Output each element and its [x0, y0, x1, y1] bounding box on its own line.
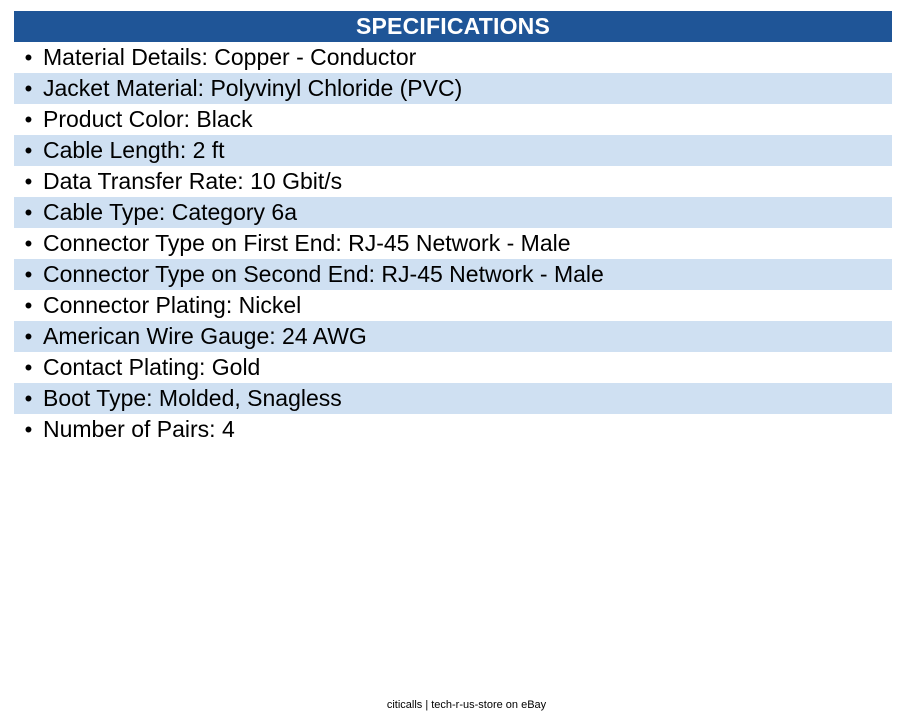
bullet-icon: •: [24, 323, 33, 349]
bullet-icon: •: [24, 106, 33, 132]
spec-row: • Connector Plating: Nickel: [14, 290, 892, 321]
spec-text: Cable Length: 2 ft: [43, 137, 225, 163]
bullet-icon: •: [24, 137, 33, 163]
spec-text: Cable Type: Category 6a: [43, 199, 298, 225]
spec-row: • Material Details: Copper - Conductor: [14, 42, 892, 73]
spec-text: Material Details: Copper - Conductor: [43, 44, 417, 70]
bullet-icon: •: [24, 199, 33, 225]
spec-row: • Product Color: Black: [14, 104, 892, 135]
bullet-icon: •: [24, 385, 33, 411]
spec-row: • Connector Type on First End: RJ-45 Net…: [14, 228, 892, 259]
footer-credit: citicalls | tech-r-us-store on eBay: [386, 699, 547, 711]
bullet-icon: •: [24, 354, 33, 380]
spec-row: • Connector Type on Second End: RJ-45 Ne…: [14, 259, 892, 290]
spec-text: Contact Plating: Gold: [43, 354, 261, 380]
specifications-list: • Material Details: Copper - Conductor •…: [14, 42, 892, 445]
spec-text: Connector Type on Second End: RJ-45 Netw…: [43, 261, 604, 287]
spec-text: Connector Plating: Nickel: [43, 292, 302, 318]
spec-text: Jacket Material: Polyvinyl Chloride (PVC…: [43, 75, 463, 101]
bullet-icon: •: [24, 168, 33, 194]
spec-row: • Cable Length: 2 ft: [14, 135, 892, 166]
spec-text: Product Color: Black: [43, 106, 253, 132]
spec-row: • Data Transfer Rate: 10 Gbit/s: [14, 166, 892, 197]
bullet-icon: •: [24, 75, 33, 101]
spec-row: • Number of Pairs: 4: [14, 414, 892, 445]
bullet-icon: •: [24, 261, 33, 287]
spec-text: Number of Pairs: 4: [43, 416, 235, 442]
spec-text: Connector Type on First End: RJ-45 Netwo…: [43, 230, 571, 256]
bullet-icon: •: [24, 230, 33, 256]
spec-row: • Cable Type: Category 6a: [14, 197, 892, 228]
bullet-icon: •: [24, 292, 33, 318]
spec-row: • Jacket Material: Polyvinyl Chloride (P…: [14, 73, 892, 104]
spec-text: Boot Type: Molded, Snagless: [43, 385, 342, 411]
bullet-icon: •: [24, 44, 33, 70]
spec-row: • Boot Type: Molded, Snagless: [14, 383, 892, 414]
spec-row: • Contact Plating: Gold: [14, 352, 892, 383]
specifications-header: SPECIFICATIONS: [14, 11, 892, 42]
spec-text: American Wire Gauge: 24 AWG: [43, 323, 367, 349]
spec-row: • American Wire Gauge: 24 AWG: [14, 321, 892, 352]
specifications-table: SPECIFICATIONS • Material Details: Coppe…: [14, 11, 892, 445]
spec-text: Data Transfer Rate: 10 Gbit/s: [43, 168, 343, 194]
bullet-icon: •: [24, 416, 33, 442]
